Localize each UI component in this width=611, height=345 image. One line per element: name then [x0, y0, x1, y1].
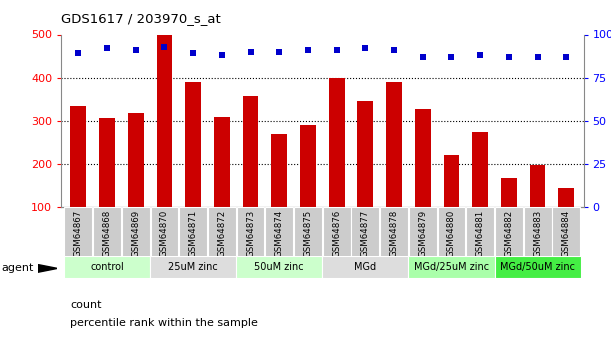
- Bar: [64, 207, 92, 257]
- Bar: [444, 155, 459, 207]
- Bar: [265, 207, 293, 257]
- Bar: [437, 207, 466, 257]
- Point: [274, 49, 284, 55]
- Bar: [99, 118, 115, 207]
- Bar: [494, 256, 580, 278]
- Bar: [122, 207, 150, 257]
- Bar: [558, 188, 574, 207]
- Text: MGd/50uM zinc: MGd/50uM zinc: [500, 262, 575, 272]
- Bar: [93, 207, 121, 257]
- Point: [475, 52, 485, 58]
- Text: MGd/25uM zinc: MGd/25uM zinc: [414, 262, 489, 272]
- Text: control: control: [90, 262, 124, 272]
- Point: [332, 47, 342, 53]
- Bar: [179, 207, 207, 257]
- Bar: [271, 134, 287, 207]
- Bar: [530, 165, 546, 207]
- Text: GSM64869: GSM64869: [131, 209, 141, 257]
- Text: GSM64872: GSM64872: [218, 209, 226, 257]
- Bar: [495, 207, 523, 257]
- Text: GSM64881: GSM64881: [476, 209, 485, 257]
- Bar: [415, 109, 431, 207]
- Point: [418, 54, 428, 60]
- Bar: [64, 256, 150, 278]
- Bar: [386, 81, 402, 207]
- Bar: [243, 96, 258, 207]
- Text: GSM64874: GSM64874: [275, 209, 284, 257]
- Text: 50uM zinc: 50uM zinc: [254, 262, 304, 272]
- Text: GSM64880: GSM64880: [447, 209, 456, 257]
- Text: MGd: MGd: [354, 262, 376, 272]
- Bar: [329, 78, 345, 207]
- Bar: [300, 125, 316, 207]
- Bar: [236, 256, 323, 278]
- Text: GSM64879: GSM64879: [419, 209, 427, 257]
- Text: GSM64867: GSM64867: [74, 209, 83, 257]
- Point: [131, 47, 141, 53]
- Bar: [408, 256, 494, 278]
- Text: GSM64875: GSM64875: [304, 209, 312, 257]
- Point: [159, 44, 169, 49]
- Text: GSM64868: GSM64868: [103, 209, 112, 257]
- Text: GDS1617 / 203970_s_at: GDS1617 / 203970_s_at: [61, 12, 221, 25]
- Bar: [409, 207, 437, 257]
- Text: GSM64871: GSM64871: [189, 209, 197, 257]
- Bar: [351, 207, 379, 257]
- Point: [504, 54, 514, 60]
- Bar: [156, 34, 172, 207]
- Text: GSM64873: GSM64873: [246, 209, 255, 257]
- Bar: [472, 132, 488, 207]
- Bar: [552, 207, 580, 257]
- Bar: [185, 82, 201, 207]
- Bar: [466, 207, 494, 257]
- Text: agent: agent: [1, 264, 34, 273]
- Text: GSM64883: GSM64883: [533, 209, 542, 257]
- Polygon shape: [38, 265, 57, 272]
- Point: [217, 52, 227, 58]
- Text: GSM64876: GSM64876: [332, 209, 341, 257]
- Point: [447, 54, 456, 60]
- Bar: [150, 207, 178, 257]
- Text: GSM64882: GSM64882: [504, 209, 513, 257]
- Text: GSM64877: GSM64877: [361, 209, 370, 257]
- Text: GSM64884: GSM64884: [562, 209, 571, 257]
- Bar: [236, 207, 265, 257]
- Bar: [357, 101, 373, 207]
- Point: [246, 49, 255, 55]
- Point: [73, 51, 83, 56]
- Bar: [128, 113, 144, 207]
- Point: [562, 54, 571, 60]
- Text: GSM64870: GSM64870: [160, 209, 169, 257]
- Bar: [323, 256, 408, 278]
- Point: [188, 51, 198, 56]
- Bar: [208, 207, 236, 257]
- Point: [360, 46, 370, 51]
- Bar: [323, 207, 351, 257]
- Text: 25uM zinc: 25uM zinc: [168, 262, 218, 272]
- Text: count: count: [70, 300, 102, 310]
- Point: [102, 46, 112, 51]
- Point: [303, 47, 313, 53]
- Bar: [524, 207, 552, 257]
- Text: GSM64878: GSM64878: [390, 209, 398, 257]
- Point: [533, 54, 543, 60]
- Bar: [380, 207, 408, 257]
- Bar: [150, 256, 236, 278]
- Bar: [214, 117, 230, 207]
- Bar: [294, 207, 322, 257]
- Bar: [70, 106, 86, 207]
- Point: [389, 47, 399, 53]
- Text: percentile rank within the sample: percentile rank within the sample: [70, 318, 258, 328]
- Bar: [501, 178, 517, 207]
